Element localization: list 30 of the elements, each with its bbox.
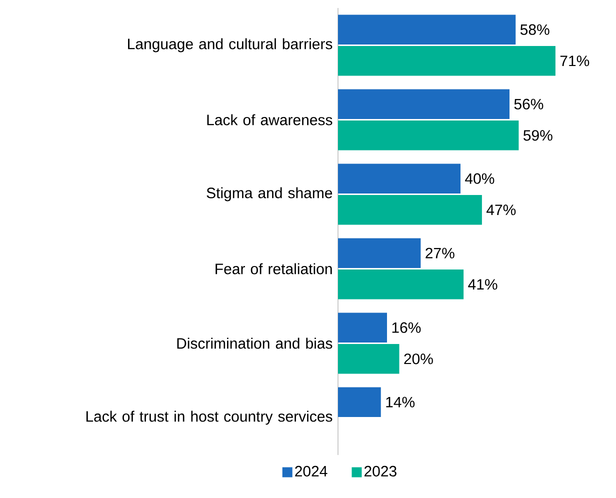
- data-label: 14%: [386, 396, 415, 408]
- data-label: 27%: [426, 248, 454, 258]
- y-tick-label: Discrimination and bias: [177, 338, 332, 349]
- y-tick-label: Language and cultural barriers: [128, 38, 332, 52]
- bar: [338, 89, 510, 120]
- y-tick-label: Lack of awareness: [207, 114, 332, 126]
- bar: [338, 194, 482, 225]
- bar: [338, 387, 381, 417]
- y-tick-label: Stigma and shame: [206, 187, 332, 202]
- data-label: 71%: [560, 56, 590, 66]
- data-label: 58%: [520, 24, 550, 35]
- bar: [338, 238, 421, 268]
- bar: [338, 46, 556, 76]
- y-tick-label: Fear of retaliation: [216, 263, 332, 274]
- y-tick-label: Lack of trust in host country services: [86, 410, 332, 425]
- bar: [338, 164, 461, 194]
- bar: [338, 312, 387, 342]
- data-label: 20%: [404, 354, 433, 364]
- bar: [338, 269, 464, 300]
- data-label: 59%: [523, 130, 552, 141]
- data-label: 56%: [514, 98, 544, 110]
- data-label: 16%: [392, 322, 421, 333]
- data-label: 41%: [468, 279, 498, 290]
- bar: [338, 344, 400, 374]
- bar: [338, 14, 516, 45]
- data-label: 47%: [486, 204, 516, 216]
- legend-label: 2023: [364, 466, 396, 477]
- legend-label: 2024: [295, 466, 328, 477]
- bar: [338, 120, 519, 150]
- data-label: 40%: [465, 173, 494, 184]
